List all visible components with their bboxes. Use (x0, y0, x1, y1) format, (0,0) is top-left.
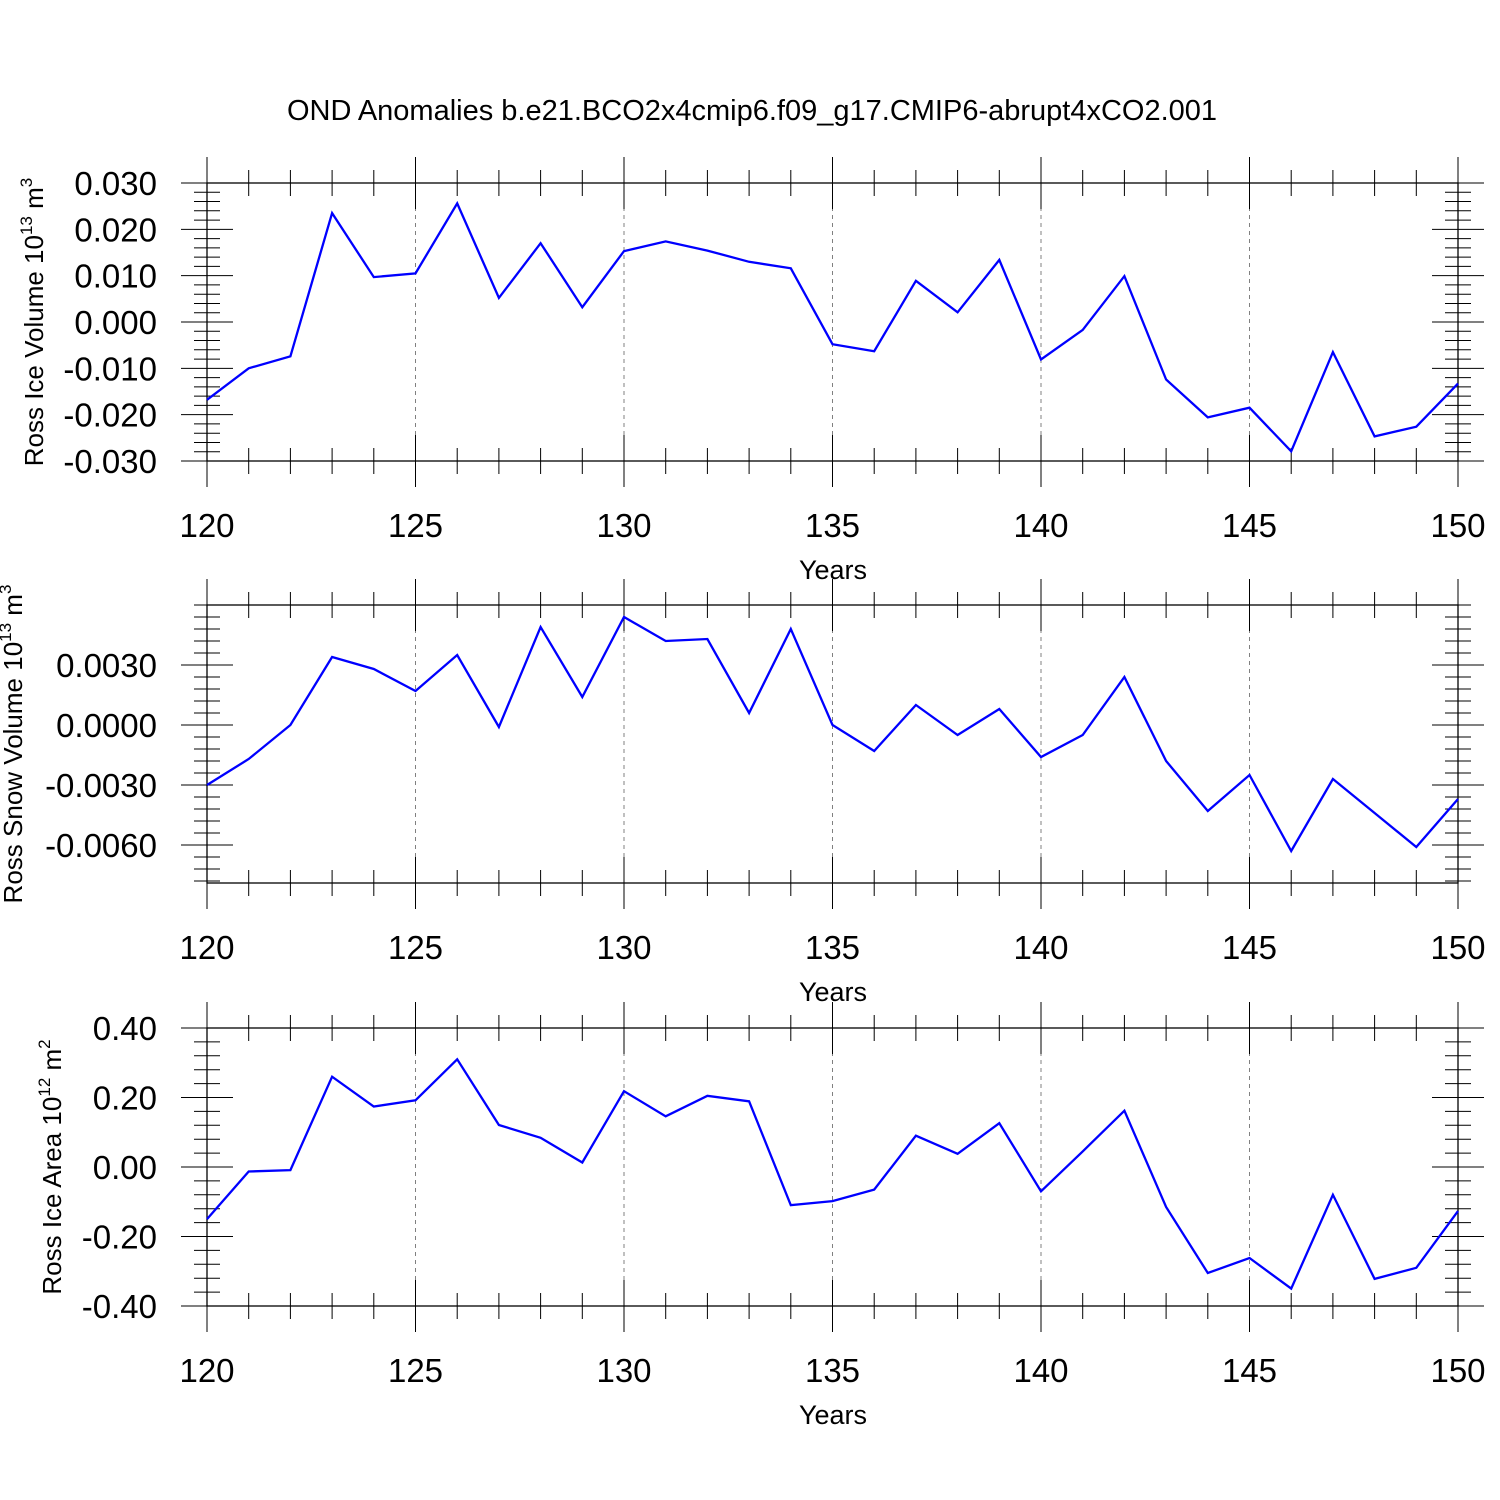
x-tick-label: 125 (388, 507, 443, 544)
x-tick-label: 120 (179, 507, 234, 544)
y-tick-label: -0.0030 (45, 767, 157, 804)
x-tick-label: 140 (1013, 507, 1068, 544)
y-tick-label: -0.0060 (45, 827, 157, 864)
y-tick-label: 0.030 (74, 165, 157, 202)
x-tick-label: 125 (388, 1352, 443, 1389)
y-axis-label: Ross Snow Volume 1013 m3 (0, 585, 28, 904)
x-axis-label: Years (799, 1400, 867, 1430)
y-tick-label: 0.40 (93, 1010, 157, 1047)
x-tick-label: 120 (179, 1352, 234, 1389)
y-tick-label: 0.0000 (56, 707, 157, 744)
y-tick-label: 0.0030 (56, 647, 157, 684)
y-tick-label: 0.20 (93, 1080, 157, 1117)
x-tick-label: 145 (1222, 1352, 1277, 1389)
x-tick-label: 135 (805, 507, 860, 544)
y-tick-label: 0.020 (74, 211, 157, 248)
x-tick-label: 135 (805, 929, 860, 966)
x-tick-label: 125 (388, 929, 443, 966)
x-tick-label: 150 (1430, 929, 1485, 966)
y-tick-label: -0.20 (82, 1219, 157, 1256)
y-tick-label: 0.010 (74, 258, 157, 295)
y-tick-label: -0.010 (63, 350, 157, 387)
x-tick-label: 145 (1222, 507, 1277, 544)
x-tick-label: 150 (1430, 507, 1485, 544)
x-tick-label: 120 (179, 929, 234, 966)
chart-title: OND Anomalies b.e21.BCO2x4cmip6.f09_g17.… (287, 95, 1217, 127)
panel-ice-area: 0.40 0.20 0.00 -0.20 -0.40 120 125 130 135 140 145… (35, 1002, 1486, 1430)
series-line (206, 200, 1459, 454)
y-tick-label: 0.000 (74, 304, 157, 341)
y-tick-label: -0.020 (63, 397, 157, 434)
x-tick-label: 130 (596, 929, 651, 966)
series-line (206, 1057, 1459, 1291)
x-tick-label: 130 (596, 507, 651, 544)
series-line (206, 615, 1459, 854)
y-tick-label: -0.40 (82, 1288, 157, 1325)
x-tick-label: 145 (1222, 929, 1277, 966)
panel-ice-volume: 0.030 0.020 0.010 0.000 -0.010 -0.020 -0.030 12… (17, 157, 1486, 585)
x-tick-label: 135 (805, 1352, 860, 1389)
y-tick-label: 0.00 (93, 1149, 157, 1186)
panel-snow-volume: 0.0030 0.0000 -0.0030 -0.0060 120 125 130 135 14… (0, 579, 1486, 1007)
x-tick-label: 140 (1013, 929, 1068, 966)
x-tick-label: 130 (596, 1352, 651, 1389)
y-axis-label: Ross Ice Volume 1013 m3 (17, 178, 49, 467)
x-tick-label: 150 (1430, 1352, 1485, 1389)
x-tick-label: 140 (1013, 1352, 1068, 1389)
y-axis-label: Ross Ice Area 1012 m2 (35, 1039, 67, 1294)
y-tick-label: -0.030 (63, 443, 157, 480)
